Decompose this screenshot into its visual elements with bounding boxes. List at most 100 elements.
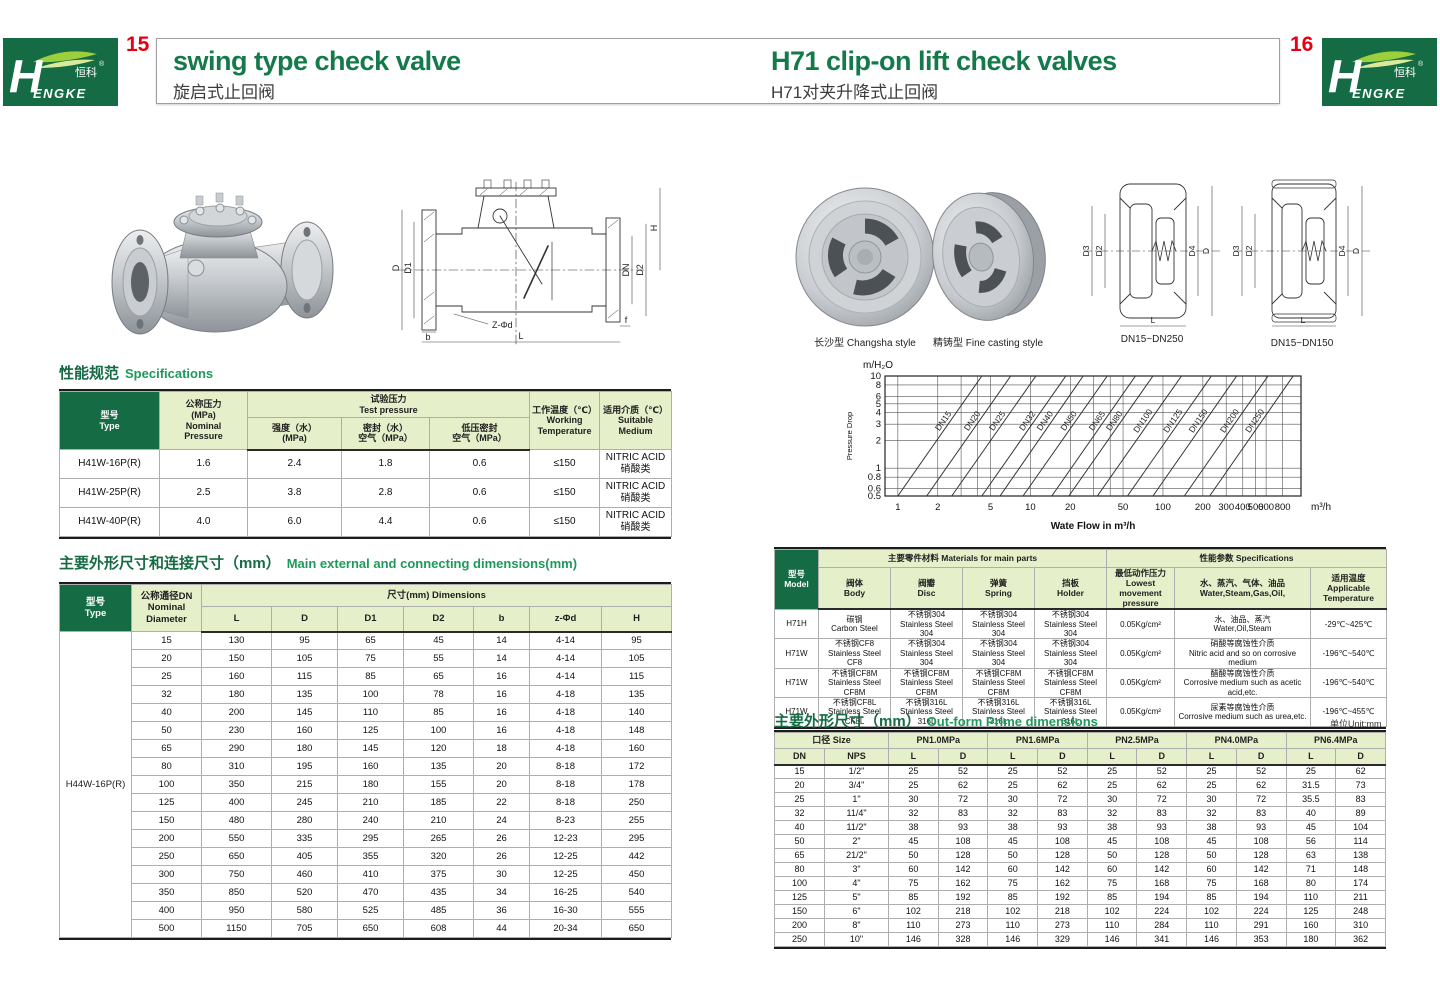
table-cell: 不锈钢316L Stainless Steel 316L [890, 696, 963, 728]
table-cell: 38 [987, 820, 1039, 835]
dn-line [1183, 375, 1269, 497]
table-row: 50 230 160 125 100 16 4-18 148 [60, 721, 673, 740]
flange-bolt-hole [136, 319, 144, 329]
x-tick-label: 100 [1155, 502, 1171, 513]
table-cell: 62 [1136, 778, 1188, 793]
table-cell: 93 [1037, 820, 1088, 835]
dim-label-d2: D2 [635, 264, 645, 276]
caption-fine-casting-style: 精铸型 Fine casting style [932, 338, 1044, 349]
table-cell: 540 [600, 883, 673, 902]
table-cell: 71 [1285, 862, 1337, 877]
table-cell: 硝酸等腐蚀性介质 Nitric acid and so on corrosive… [1174, 638, 1312, 669]
dn-line [981, 375, 1067, 497]
table-cell: 442 [600, 847, 673, 866]
table-cell: H71W [774, 638, 819, 669]
col-header-b: b [473, 606, 530, 633]
table-cell: 102 [888, 904, 939, 919]
table-cell: 32 [131, 685, 202, 704]
spring [1301, 239, 1327, 262]
col-header-L: L [201, 606, 272, 633]
y-tick-label: 1 [876, 463, 881, 474]
table-cell: 291 [1235, 918, 1287, 933]
unit-note: 单位Unit:mm [1330, 719, 1382, 729]
table-cell: 85 [403, 703, 474, 722]
table-cell: 100 [774, 876, 825, 891]
table-cell: 248 [1335, 904, 1386, 919]
table-cell: 85 [337, 667, 404, 686]
col-header-suitable-medium: 适用介质（℃） Suitable Medium [599, 391, 673, 450]
table-cell: 不锈钢CF8 Stainless Steel CF8 [818, 638, 891, 669]
table-row: 250 650 405 355 320 26 12-25 442 [60, 847, 673, 866]
dim-label-d1: D1 [403, 262, 413, 274]
table-cell: 75 [1086, 876, 1138, 891]
table-cell: 14 [473, 631, 530, 650]
table-cell: 550 [201, 829, 272, 848]
col-header-D: D [1335, 748, 1386, 766]
y-tick-label: 0.5 [868, 491, 881, 502]
col-header-L: L [1186, 748, 1237, 766]
table-cell: H71W [774, 667, 819, 699]
valve-slot [978, 267, 1007, 293]
table-cell: 265 [403, 829, 474, 848]
left-title-en: swing type check valve [173, 46, 461, 76]
x-tick-label: 200 [1195, 502, 1211, 513]
table-cell: 650 [600, 919, 673, 938]
table-cell: 150 [774, 904, 825, 919]
table-cell: 128 [1136, 848, 1188, 863]
table-cell: 不锈钢304 Stainless Steel 304 [890, 638, 963, 669]
table-cell: 65 [774, 848, 825, 863]
col-header-main-parts: 主要零件材料 Materials for main parts [817, 549, 1108, 568]
spec-section-title-en: Specifications [125, 366, 214, 381]
table-cell: 125 [337, 721, 404, 740]
bonnet-bolt [195, 206, 205, 216]
table-cell: 4-18 [529, 721, 602, 740]
dim-label-l: L [1301, 315, 1306, 325]
left-dims-section-title: 主要外形尺寸和连接尺寸（mm） Main external and connect… [59, 552, 577, 573]
table-cell: 不锈钢304 Stainless Steel 304 [1033, 608, 1108, 640]
table-cell: 40 [131, 703, 202, 722]
table-cell: 142 [937, 862, 989, 877]
table-cell: 25 [888, 764, 939, 779]
table-cell: 500 [131, 919, 202, 938]
table-cell: 25 [774, 792, 825, 807]
table-cell: 525 [337, 901, 404, 920]
table-cell: 80 [1285, 876, 1337, 891]
table-cell: 25 [987, 764, 1039, 779]
table-cell: 0.6 [428, 449, 531, 479]
x-tick-label: 2 [935, 502, 940, 513]
x-tick-label: 10 [1025, 502, 1036, 513]
table-cell: 273 [937, 918, 989, 933]
table-cell: 水、油品、蒸汽 Water,Oil,Steam [1174, 608, 1312, 640]
table-cell: 146 [1086, 932, 1138, 947]
table-cell: 155 [403, 775, 474, 794]
valve-slot [864, 218, 899, 247]
table-cell: 62 [1335, 764, 1386, 779]
table-cell: 50 [987, 848, 1039, 863]
table-cell: 30 [987, 792, 1039, 807]
table-cell: 194 [1136, 890, 1188, 905]
table-cell: 162 [937, 876, 989, 891]
table-row: H41W-16P(R) 1.6 2.4 1.8 0.6 ≤150 NITRIC ACID 硝… [59, 449, 673, 479]
bonnet-stud [235, 195, 244, 206]
table-cell: 0.6 [428, 507, 531, 537]
cover-plate [475, 187, 557, 197]
table-cell: 192 [937, 890, 989, 905]
table-cell: 4-18 [529, 739, 602, 758]
table-cell: ≤150 [529, 478, 601, 508]
table-cell: 250 [600, 793, 673, 812]
table-cell: 8" [823, 918, 890, 933]
logo-reg-mark: ® [99, 60, 105, 68]
table-cell: 75 [337, 649, 404, 668]
table-row: 80 3" 60 142 60 142 60 142 60 142 71 148 [774, 862, 1386, 877]
table-cell: 341 [1136, 932, 1188, 947]
table-row: 15 1/2" 25 52 25 52 25 52 25 52 25 62 [774, 764, 1386, 779]
table-cell: 1.6 [159, 449, 248, 479]
col-header-dn: DN [774, 748, 825, 766]
table-cell: 750 [201, 865, 272, 884]
table-cell: 2.8 [341, 478, 430, 508]
y-tick-label: 0.6 [868, 484, 881, 495]
table-row: 40 200 145 110 85 16 4-18 140 [60, 703, 673, 722]
table-row: 65 21/2" 50 128 50 128 50 128 50 128 63 138 [774, 848, 1386, 863]
left-dims-table: 型号 Type 公称通径DN Nominal Diameter 尺寸(mm) D… [59, 584, 673, 938]
table-cell: 4-18 [529, 703, 602, 722]
